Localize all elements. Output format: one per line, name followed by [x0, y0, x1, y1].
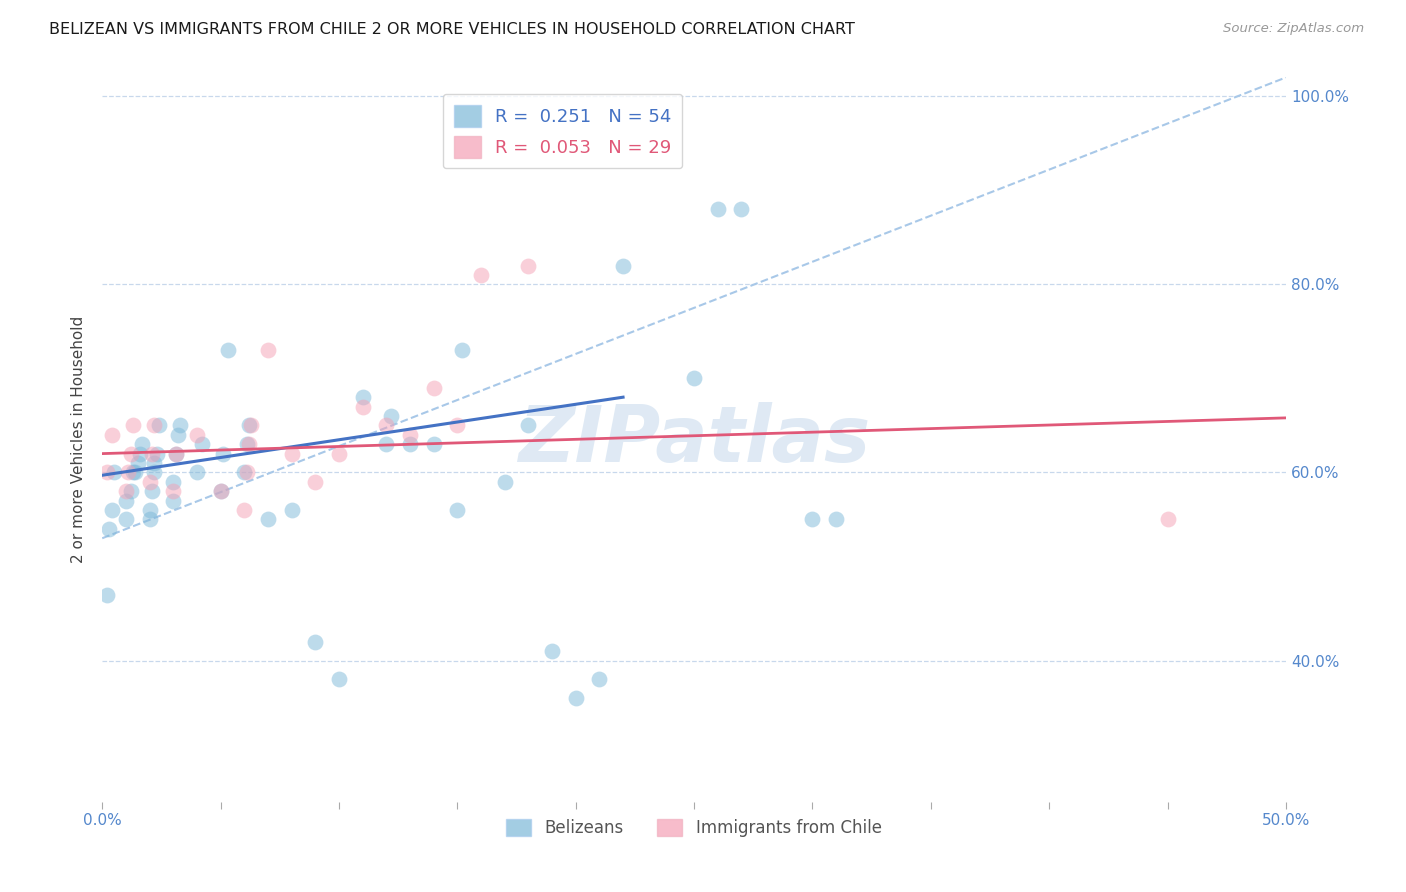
Text: BELIZEAN VS IMMIGRANTS FROM CHILE 2 OR MORE VEHICLES IN HOUSEHOLD CORRELATION CH: BELIZEAN VS IMMIGRANTS FROM CHILE 2 OR M… [49, 22, 855, 37]
Point [143, 418, 166, 433]
Point [141, 484, 163, 499]
Text: Source: ZipAtlas.com: Source: ZipAtlas.com [1223, 22, 1364, 36]
Point [141, 447, 163, 461]
Point [494, 475, 516, 489]
Point [451, 343, 474, 358]
Point [352, 400, 374, 414]
Point [165, 447, 187, 461]
Text: ZIPatlas: ZIPatlas [517, 401, 870, 477]
Point [127, 456, 149, 470]
Point [115, 493, 138, 508]
Point [162, 493, 184, 508]
Point [103, 466, 125, 480]
Point [257, 343, 280, 358]
Point [165, 447, 187, 461]
Point [138, 503, 160, 517]
Point [98, 522, 121, 536]
Point [517, 259, 540, 273]
Point [422, 381, 444, 395]
Point [117, 466, 139, 480]
Point [212, 447, 235, 461]
Point [304, 475, 326, 489]
Point [564, 691, 586, 706]
Point [825, 512, 848, 526]
Point [706, 202, 728, 216]
Point [233, 503, 256, 517]
Point [169, 418, 191, 433]
Point [399, 437, 422, 451]
Point [235, 437, 257, 451]
Point [217, 343, 239, 358]
Point [446, 503, 468, 517]
Point [541, 644, 564, 658]
Point [209, 484, 232, 499]
Point [240, 418, 263, 433]
Point [131, 437, 153, 451]
Point [190, 437, 212, 451]
Point [122, 466, 145, 480]
Point [129, 447, 152, 461]
Point [96, 588, 118, 602]
Point [517, 418, 540, 433]
Point [446, 418, 468, 433]
Point [100, 503, 122, 517]
Point [257, 512, 280, 526]
Point [148, 418, 170, 433]
Point [138, 475, 160, 489]
Point [120, 447, 142, 461]
Point [304, 634, 326, 648]
Point [143, 456, 166, 470]
Point [588, 673, 610, 687]
Point [801, 512, 824, 526]
Point [375, 437, 398, 451]
Point [612, 259, 634, 273]
Point [238, 418, 260, 433]
Point [162, 484, 184, 499]
Point [352, 390, 374, 404]
Point [730, 202, 752, 216]
Point [115, 484, 138, 499]
Point [143, 466, 166, 480]
Y-axis label: 2 or more Vehicles in Household: 2 or more Vehicles in Household [72, 316, 86, 563]
Legend: Belizeans, Immigrants from Chile: Belizeans, Immigrants from Chile [499, 813, 889, 844]
Point [186, 427, 208, 442]
Point [470, 268, 492, 282]
Point [145, 447, 167, 461]
Point [328, 447, 350, 461]
Point [328, 673, 350, 687]
Point [167, 427, 190, 442]
Point [238, 437, 260, 451]
Point [422, 437, 444, 451]
Point [1156, 512, 1178, 526]
Point [233, 466, 256, 480]
Point [138, 512, 160, 526]
Point [115, 512, 138, 526]
Point [280, 447, 302, 461]
Point [683, 371, 706, 385]
Point [120, 484, 142, 499]
Point [100, 427, 122, 442]
Point [122, 418, 145, 433]
Point [399, 427, 422, 442]
Point [186, 466, 208, 480]
Point [162, 475, 184, 489]
Point [235, 466, 257, 480]
Point [209, 484, 232, 499]
Point [380, 409, 402, 423]
Point [96, 466, 118, 480]
Point [124, 466, 146, 480]
Point [280, 503, 302, 517]
Point [375, 418, 398, 433]
